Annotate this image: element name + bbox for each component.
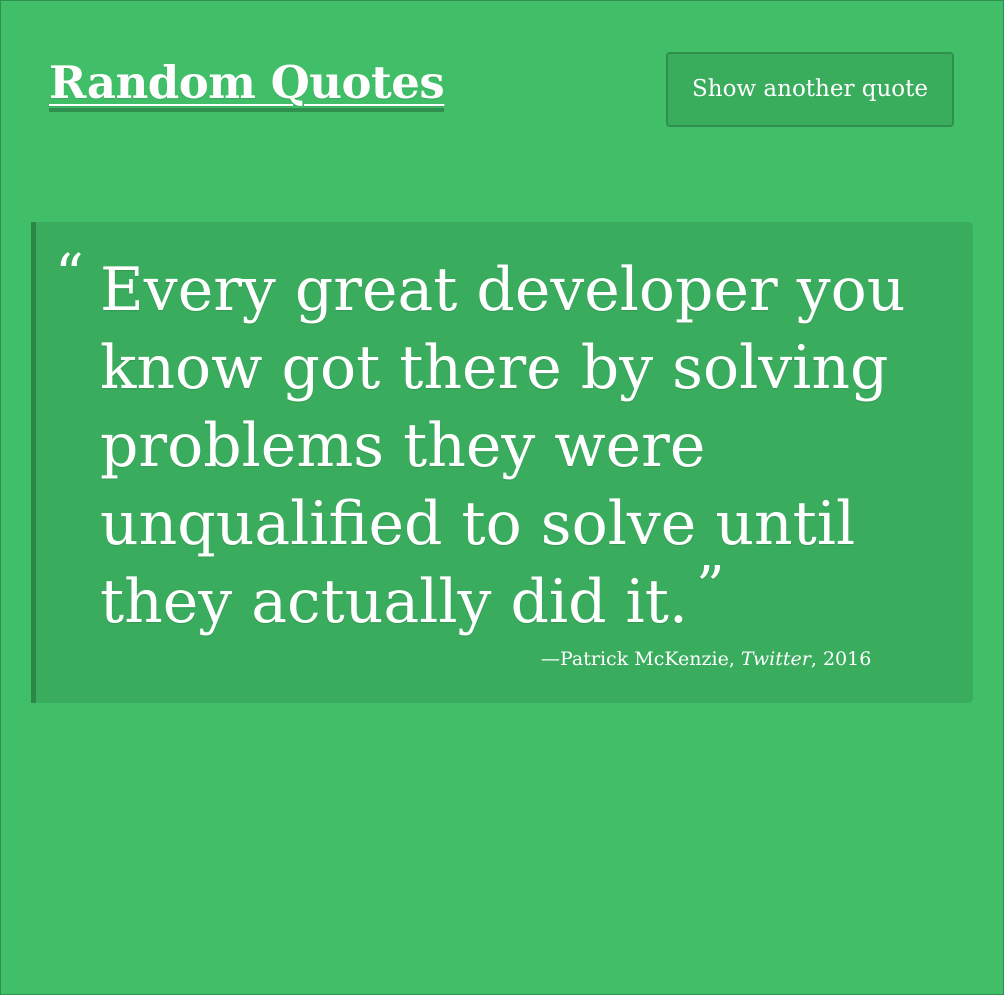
quote-year: , 2016 xyxy=(810,648,872,670)
show-another-quote-button[interactable]: Show another quote xyxy=(666,52,954,127)
close-quote-icon: ” xyxy=(695,555,725,620)
title-link[interactable]: Random Quotes xyxy=(49,56,445,109)
quote-card xyxy=(31,222,973,703)
page-title[interactable]: Random Quotes xyxy=(49,56,445,113)
quote-author: —Patrick McKenzie, xyxy=(541,648,741,670)
quote-source: Twitter xyxy=(740,648,811,670)
open-quote-icon: “ xyxy=(55,243,84,308)
quote-text: Every great developer you know got there… xyxy=(100,251,920,643)
quote-body: Every great developer you know got there… xyxy=(100,255,906,637)
quote-citation: —Patrick McKenzie, Twitter, 2016 xyxy=(541,647,871,671)
